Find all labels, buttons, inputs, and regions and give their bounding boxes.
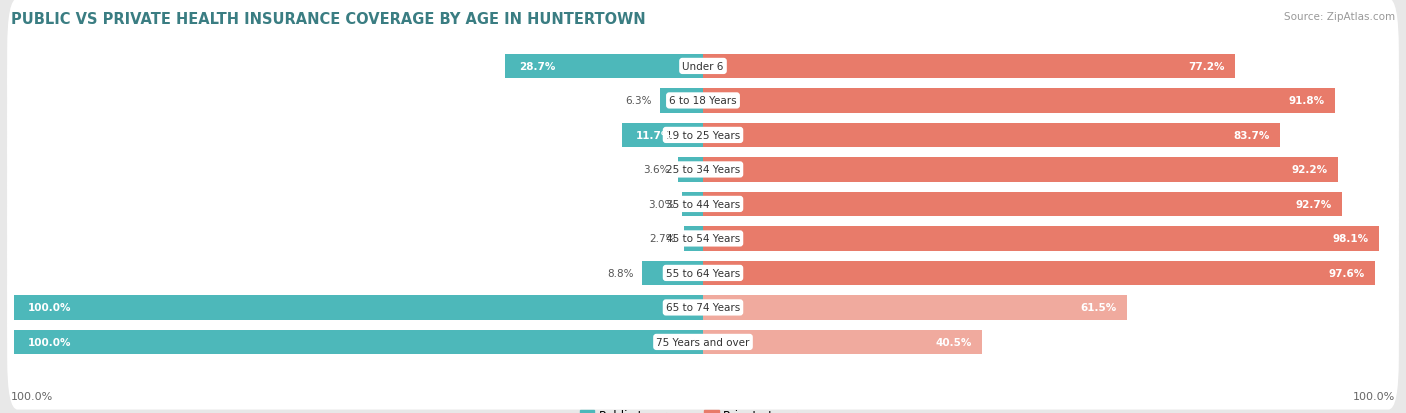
Text: Under 6: Under 6 <box>682 62 724 72</box>
Text: 91.8%: 91.8% <box>1289 96 1324 106</box>
Bar <box>659 89 703 114</box>
Bar <box>678 158 703 183</box>
Bar <box>505 55 703 79</box>
Text: 2.7%: 2.7% <box>650 234 676 244</box>
Text: 92.7%: 92.7% <box>1295 199 1331 209</box>
Bar <box>703 55 1234 79</box>
FancyBboxPatch shape <box>7 137 1399 272</box>
Text: 55 to 64 Years: 55 to 64 Years <box>666 268 740 278</box>
FancyBboxPatch shape <box>7 34 1399 169</box>
Text: 100.0%: 100.0% <box>11 391 53 401</box>
Text: 6.3%: 6.3% <box>624 96 651 106</box>
Text: 11.7%: 11.7% <box>636 131 672 140</box>
Text: 3.6%: 3.6% <box>644 165 669 175</box>
Bar <box>643 261 703 286</box>
Text: 92.2%: 92.2% <box>1292 165 1327 175</box>
Bar <box>14 295 703 320</box>
Text: 97.6%: 97.6% <box>1329 268 1365 278</box>
Text: 19 to 25 Years: 19 to 25 Years <box>666 131 740 140</box>
Text: 61.5%: 61.5% <box>1080 303 1116 313</box>
Bar <box>703 261 1375 286</box>
FancyBboxPatch shape <box>7 0 1399 134</box>
Text: PUBLIC VS PRIVATE HEALTH INSURANCE COVERAGE BY AGE IN HUNTERTOWN: PUBLIC VS PRIVATE HEALTH INSURANCE COVER… <box>11 12 645 27</box>
FancyBboxPatch shape <box>7 206 1399 341</box>
Text: 77.2%: 77.2% <box>1188 62 1225 72</box>
Text: 83.7%: 83.7% <box>1233 131 1270 140</box>
Legend: Public Insurance, Private Insurance: Public Insurance, Private Insurance <box>579 408 827 413</box>
Text: 3.0%: 3.0% <box>648 199 673 209</box>
Text: 35 to 44 Years: 35 to 44 Years <box>666 199 740 209</box>
Bar <box>703 226 1379 251</box>
Text: 100.0%: 100.0% <box>1353 391 1395 401</box>
Bar <box>703 123 1279 148</box>
Text: 100.0%: 100.0% <box>28 303 72 313</box>
Text: 6 to 18 Years: 6 to 18 Years <box>669 96 737 106</box>
Bar <box>685 226 703 251</box>
FancyBboxPatch shape <box>7 102 1399 237</box>
Bar <box>623 123 703 148</box>
Text: 100.0%: 100.0% <box>28 337 72 347</box>
FancyBboxPatch shape <box>7 240 1399 375</box>
Bar <box>703 192 1341 217</box>
Text: 28.7%: 28.7% <box>519 62 555 72</box>
Text: 8.8%: 8.8% <box>607 268 634 278</box>
Text: 65 to 74 Years: 65 to 74 Years <box>666 303 740 313</box>
Bar <box>682 192 703 217</box>
Bar <box>703 158 1339 183</box>
FancyBboxPatch shape <box>7 275 1399 410</box>
Bar <box>703 295 1126 320</box>
FancyBboxPatch shape <box>7 171 1399 306</box>
Text: 40.5%: 40.5% <box>935 337 972 347</box>
Text: 98.1%: 98.1% <box>1333 234 1368 244</box>
Text: Source: ZipAtlas.com: Source: ZipAtlas.com <box>1284 12 1395 22</box>
Text: 75 Years and over: 75 Years and over <box>657 337 749 347</box>
Bar <box>14 330 703 354</box>
Bar <box>703 330 981 354</box>
Bar <box>703 89 1336 114</box>
Text: 25 to 34 Years: 25 to 34 Years <box>666 165 740 175</box>
Text: 45 to 54 Years: 45 to 54 Years <box>666 234 740 244</box>
FancyBboxPatch shape <box>7 68 1399 203</box>
